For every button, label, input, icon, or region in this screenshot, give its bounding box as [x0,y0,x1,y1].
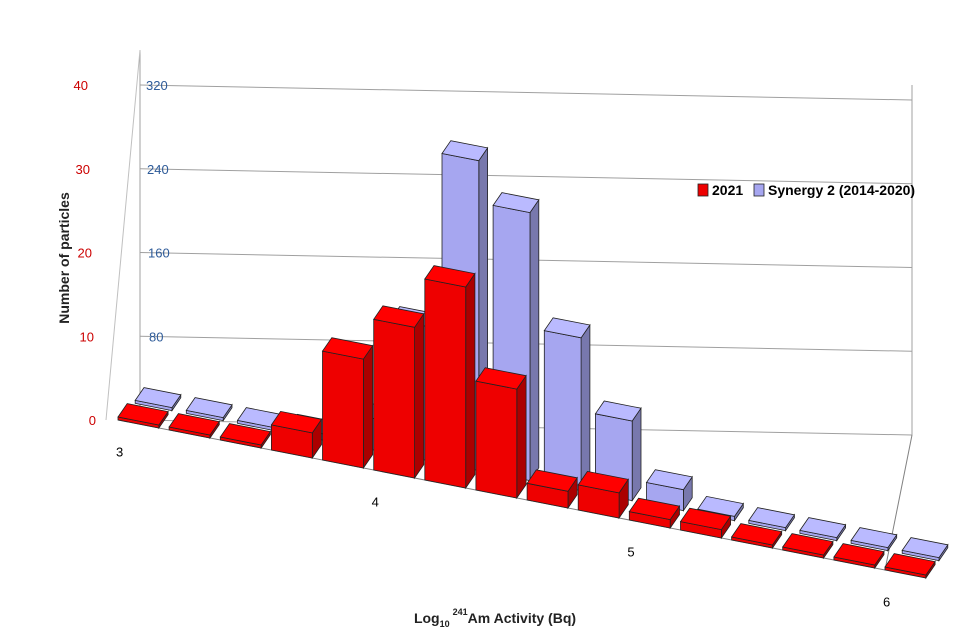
x-axis-title-sub: 10 [440,619,450,629]
y-left-tick-label: 20 [78,246,92,261]
x-tick-label: 3 [116,444,123,459]
legend-swatch-synergy [753,183,765,197]
bar-2021 [424,265,476,490]
y-right-tick-label: 240 [147,162,169,177]
bar-2021 [833,543,885,570]
bar-2021 [628,497,681,530]
y-right-tick-label: 160 [148,246,170,261]
x-axis-title-sup: 241 [453,607,468,617]
bar-2021 [373,305,425,480]
y-right-tick-label: 80 [149,329,163,344]
gridline [139,168,913,185]
bar-2021 [679,507,732,540]
bar-synergy [134,387,182,412]
y-left-tick-label: 40 [74,78,88,93]
y-axis-title: Number of particles [56,192,72,324]
bar-2021 [219,423,272,450]
x-tick-label: 4 [372,494,379,509]
bar-synergy [901,537,949,562]
bar-synergy [543,317,591,492]
legend-label-synergy: Synergy 2 (2014-2020) [768,182,915,198]
bar-2021 [321,337,374,470]
bar-synergy [799,517,847,542]
x-axis-title-rest: Am Activity (Bq) [468,610,576,626]
bar-2021 [730,523,783,550]
bar-2021 [168,413,220,440]
axis-ticks: 0 10 20 30 40 80 160 240 320 3 4 5 6 [74,78,891,609]
bar-2021 [475,367,527,500]
bar-synergy [748,507,796,532]
x-axis-title: Log10241Am Activity (Bq) [414,607,576,629]
bar-synergy [850,527,898,552]
bar-synergy [185,397,233,422]
left-wall-edge [105,49,141,421]
gridline [139,84,913,101]
bars [117,140,949,580]
x-axis-title-prefix: Log [414,610,440,626]
x-tick-label: 6 [883,594,890,609]
legend-label-2021: 2021 [712,182,743,198]
legend: 2021 Synergy 2 (2014-2020) [697,182,915,198]
y-left-tick-label: 30 [76,162,90,177]
y-right-tick-label: 320 [146,78,168,93]
bar-2021 [884,553,936,580]
bar-2021 [270,410,323,460]
bar-2021 [577,470,629,520]
bar-2021 [782,533,834,560]
y-left-tick-label: 10 [80,329,94,344]
bar-2021 [526,469,578,510]
x-tick-label: 5 [627,544,634,559]
y-left-tick-label: 0 [89,413,96,428]
legend-swatch-2021 [697,183,709,197]
bar-2021 [117,403,169,430]
